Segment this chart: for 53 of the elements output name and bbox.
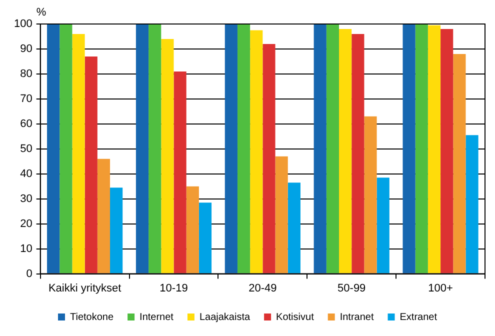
- x-tick-label: 10-19: [160, 282, 188, 294]
- bar: [288, 182, 300, 274]
- bar: [352, 34, 364, 274]
- legend-label: Internet: [140, 312, 174, 323]
- bar: [466, 135, 478, 274]
- bar: [402, 24, 416, 274]
- bar: [339, 28, 352, 274]
- x-tick-label: 100+: [428, 282, 453, 294]
- y-tick-label: 80: [20, 68, 32, 80]
- bar: [186, 186, 199, 274]
- y-tick-label: 10: [20, 242, 32, 255]
- y-tick-label: 70: [20, 92, 32, 105]
- y-tick-label: 90: [20, 43, 32, 56]
- legend-label: Intranet: [340, 312, 374, 323]
- bar: [174, 71, 186, 274]
- y-tick-label: 60: [20, 118, 32, 130]
- legend-label: Extranet: [400, 312, 438, 323]
- bar: [415, 24, 428, 274]
- y-tick-label: 40: [20, 168, 32, 180]
- bar: [60, 24, 72, 274]
- bar: [314, 24, 326, 274]
- bar: [364, 116, 377, 274]
- x-tick-label: 20-49: [248, 282, 277, 294]
- x-tick-label: Kaikki yritykset: [48, 282, 122, 294]
- bar: [440, 28, 454, 274]
- bar: [161, 38, 174, 274]
- legend-label: Kotisivut: [276, 312, 314, 323]
- bar: [97, 158, 110, 274]
- bar: [275, 156, 288, 274]
- y-axis-title: %: [36, 6, 46, 19]
- bar: [250, 30, 263, 274]
- y-tick-label: 20: [20, 218, 32, 230]
- bar: [262, 44, 276, 274]
- bar: [453, 54, 466, 274]
- bar: [84, 56, 98, 274]
- bar: [198, 202, 212, 274]
- bar: [47, 24, 60, 274]
- y-tick-label: 50: [20, 142, 32, 155]
- bar: [136, 24, 149, 274]
- bar: [237, 24, 250, 274]
- y-tick-label: 30: [20, 192, 32, 205]
- legend-label: Tietokone: [70, 312, 114, 323]
- y-tick-label: 100: [14, 18, 32, 30]
- bar: [148, 24, 162, 274]
- bar: [376, 178, 390, 274]
- x-tick-label: 50-99: [338, 282, 366, 294]
- bar: [72, 34, 85, 274]
- bar: [224, 24, 238, 274]
- bar: [326, 24, 340, 274]
- bar: [110, 188, 123, 274]
- legend-label: Laajakaista: [199, 312, 250, 323]
- bar: [428, 25, 441, 274]
- y-tick-label: 0: [26, 268, 32, 280]
